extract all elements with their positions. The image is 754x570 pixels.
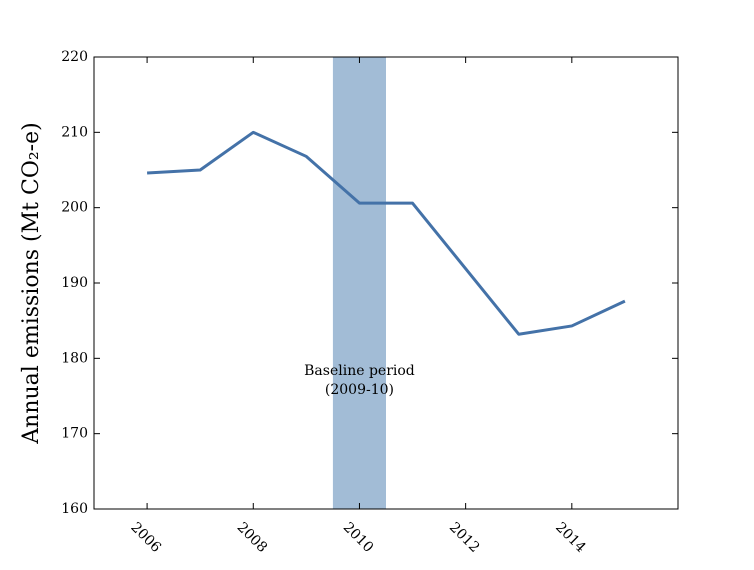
x-tick-label: 2010 (340, 519, 377, 556)
y-tick-label: 200 (61, 200, 88, 216)
x-tick-label: 2014 (552, 519, 589, 556)
y-tick-label: 160 (61, 501, 88, 517)
annotation: (2009-10) (325, 382, 394, 398)
y-tick-label: 220 (61, 49, 88, 65)
shaded-region (332, 57, 386, 509)
x-tick-label: 2008 (234, 519, 271, 556)
y-tick-label: 190 (61, 275, 88, 291)
x-tick-label: 2006 (127, 519, 164, 556)
y-tick-label: 180 (61, 350, 88, 366)
annotation: Baseline period (304, 363, 415, 379)
x-tick-label: 2012 (446, 519, 483, 556)
y-tick-label: 170 (61, 426, 88, 442)
line (147, 130, 626, 336)
y-tick-label: 210 (61, 124, 88, 140)
y-axis-label: Annual emissions (Mt CO₂-e) (19, 122, 44, 444)
